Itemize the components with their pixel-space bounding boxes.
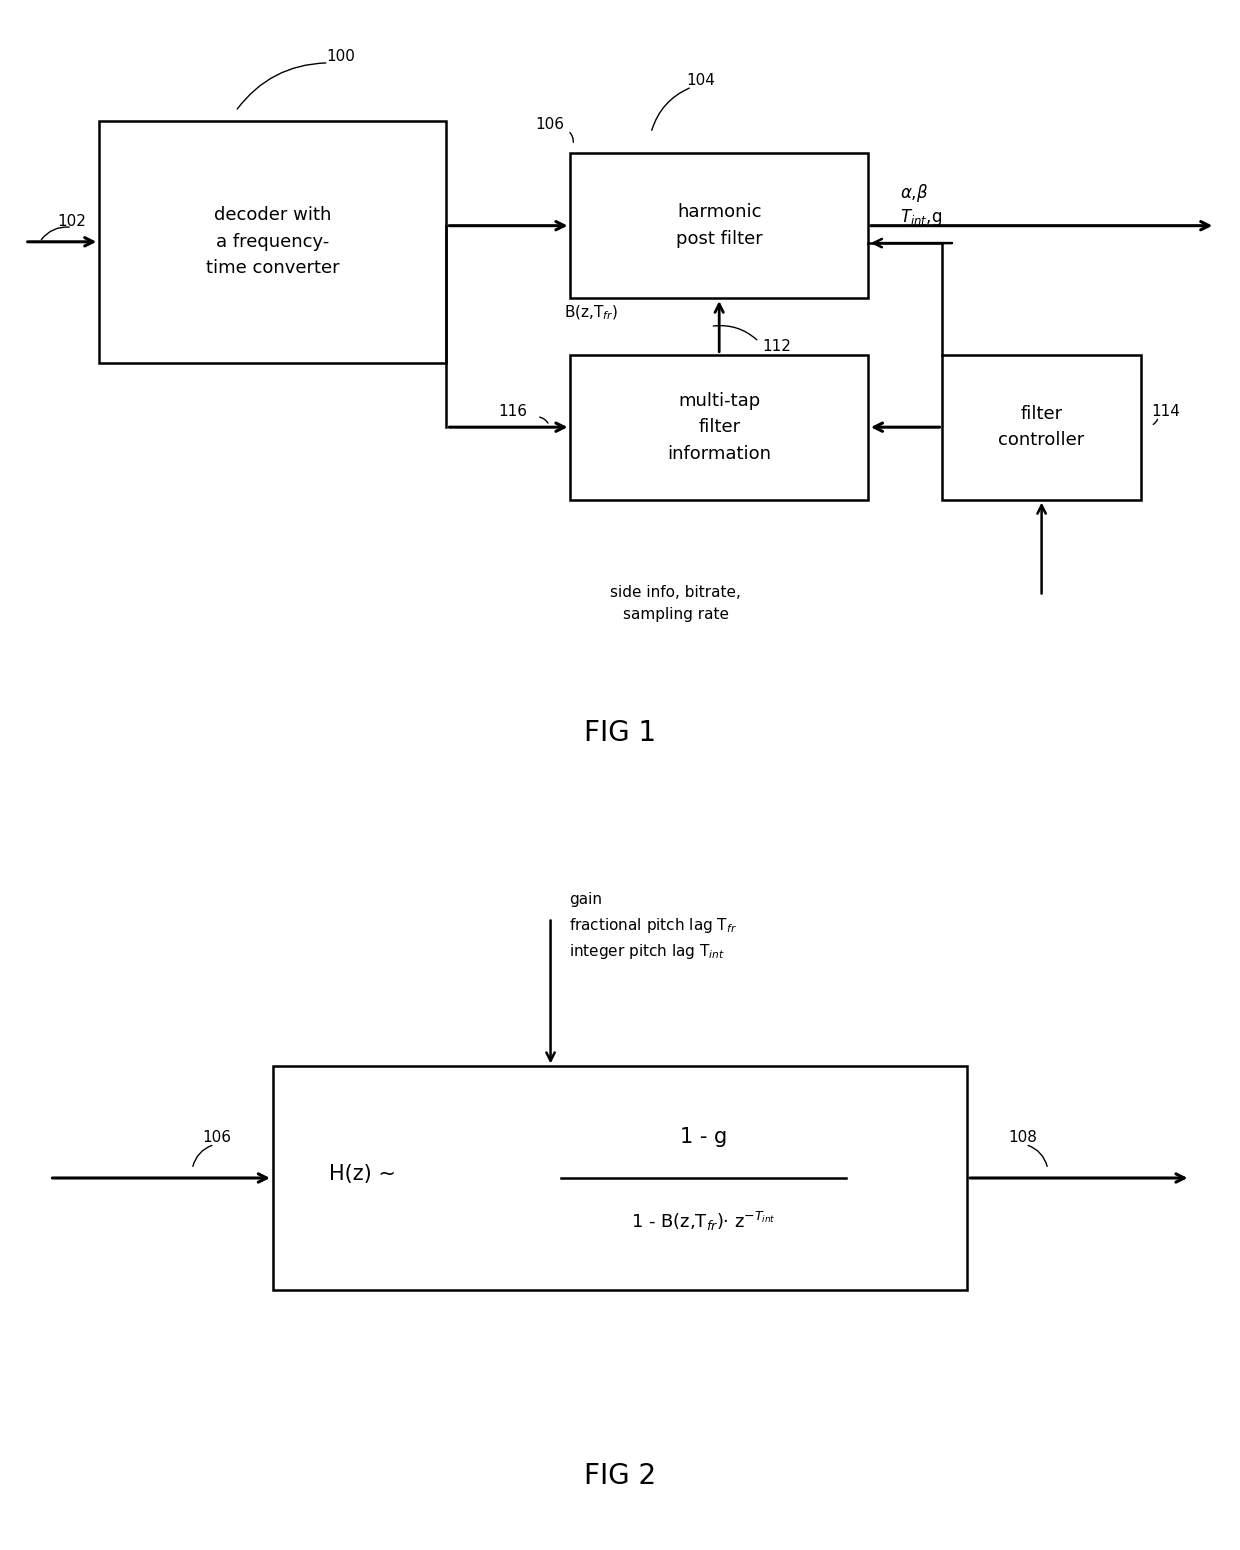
Text: decoder with
a frequency-
time converter: decoder with a frequency- time converter: [206, 206, 340, 277]
Text: FIG 1: FIG 1: [584, 719, 656, 747]
Text: 100: 100: [326, 50, 356, 64]
Text: $T_{int}$,g: $T_{int}$,g: [900, 208, 942, 228]
Text: 112: 112: [763, 339, 791, 353]
Text: B(z,T$_{fr}$): B(z,T$_{fr}$): [564, 304, 618, 322]
Text: 106: 106: [202, 1130, 232, 1144]
Bar: [273, 1066, 967, 1290]
Text: 1 - g: 1 - g: [680, 1127, 727, 1147]
Text: fractional pitch lag T$_{fr}$: fractional pitch lag T$_{fr}$: [569, 916, 738, 935]
Text: $\alpha$,$\beta$: $\alpha$,$\beta$: [900, 183, 929, 205]
Text: 114: 114: [1151, 403, 1180, 418]
Text: 116: 116: [498, 403, 527, 418]
Text: 106: 106: [536, 118, 564, 132]
Text: 104: 104: [686, 73, 715, 88]
Text: side info, bitrate,: side info, bitrate,: [610, 584, 742, 600]
Text: H(z) ~: H(z) ~: [329, 1164, 396, 1184]
Text: integer pitch lag T$_{int}$: integer pitch lag T$_{int}$: [569, 941, 725, 961]
Text: sampling rate: sampling rate: [622, 606, 729, 622]
Text: gain: gain: [569, 891, 603, 907]
Text: filter
controller: filter controller: [998, 405, 1085, 449]
Bar: [570, 153, 868, 298]
Text: harmonic
post filter: harmonic post filter: [676, 203, 763, 248]
Text: 1 - B(z,T$_{fr}$)· z$^{-T_{int}}$: 1 - B(z,T$_{fr}$)· z$^{-T_{int}}$: [631, 1209, 776, 1232]
Bar: [99, 121, 446, 363]
Text: 108: 108: [1008, 1130, 1038, 1144]
Text: multi-tap
filter
information: multi-tap filter information: [667, 392, 771, 462]
Text: 102: 102: [57, 214, 87, 229]
Bar: [570, 355, 868, 499]
Bar: [942, 355, 1141, 499]
Text: FIG 2: FIG 2: [584, 1462, 656, 1490]
